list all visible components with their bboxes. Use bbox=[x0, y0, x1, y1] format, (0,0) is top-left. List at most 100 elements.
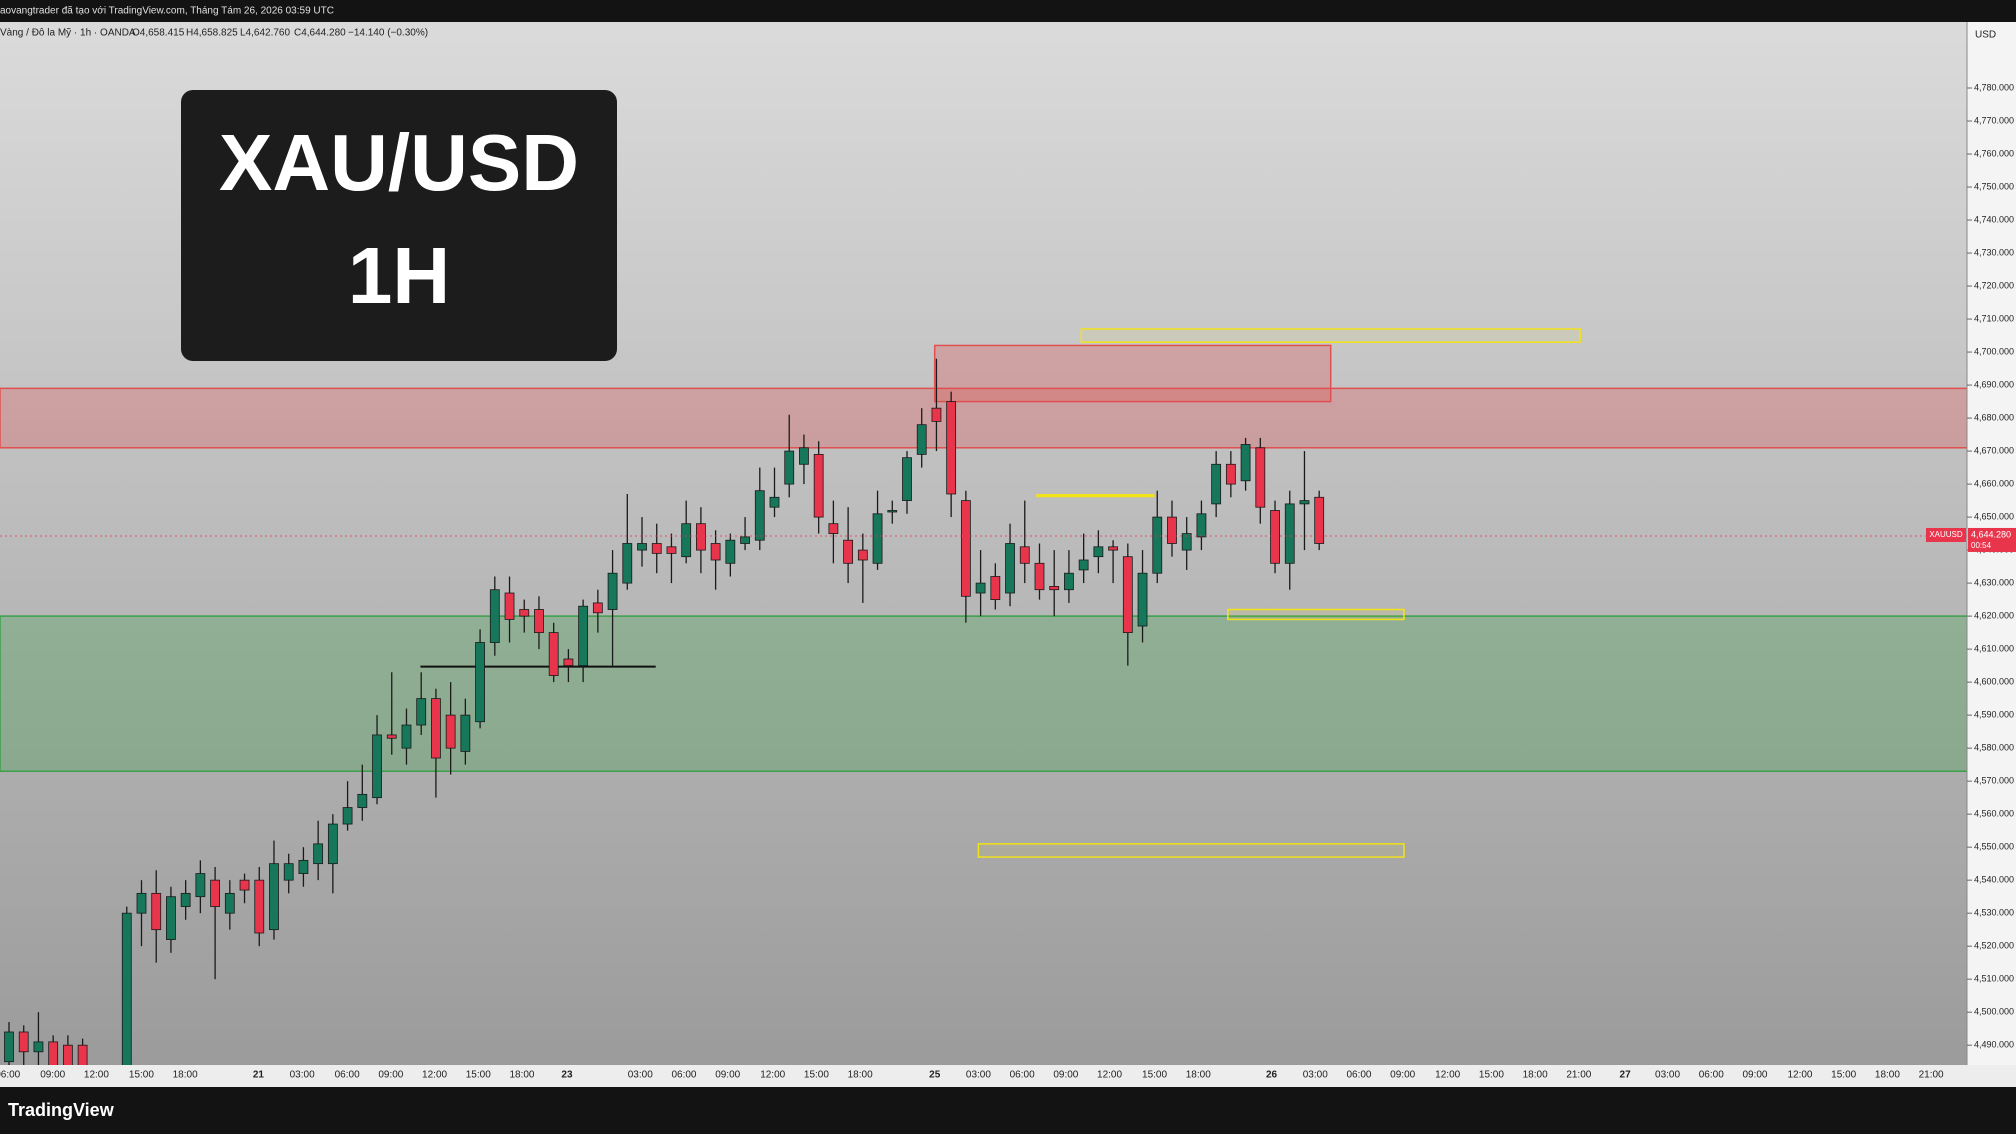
x-tick-label: 03:00 bbox=[1303, 1070, 1328, 1081]
candle-body bbox=[1034, 562, 1045, 591]
y-tick-label: 4,590.000 bbox=[1974, 710, 2014, 720]
candle-body bbox=[1225, 463, 1236, 485]
candle-body bbox=[1122, 556, 1133, 634]
candle-body bbox=[769, 496, 780, 508]
candle-body bbox=[1299, 500, 1310, 505]
candle-body bbox=[902, 457, 912, 501]
y-tick-label: 4,540.000 bbox=[1974, 875, 2014, 885]
x-tick-label: 09:00 bbox=[40, 1070, 65, 1081]
candle-body bbox=[195, 873, 206, 898]
candle-body bbox=[269, 863, 279, 931]
footer-brand: TradingView bbox=[8, 1100, 115, 1120]
candle-body bbox=[298, 859, 309, 874]
y-tick-label: 4,600.000 bbox=[1974, 677, 2014, 687]
candle-body bbox=[431, 698, 441, 759]
candle-body bbox=[1181, 533, 1192, 551]
x-tick-label: 12:00 bbox=[1097, 1070, 1122, 1081]
candle-body bbox=[681, 523, 692, 558]
x-tick-label: 18:00 bbox=[1186, 1070, 1211, 1081]
legend-change: −14.140 (−0.30%) bbox=[348, 28, 428, 39]
candle-body bbox=[33, 1041, 44, 1053]
candle-body bbox=[1167, 516, 1177, 544]
y-tick-label: 4,660.000 bbox=[1974, 478, 2014, 488]
y-tick-label: 4,720.000 bbox=[1974, 280, 2014, 290]
x-tick-label: 18:00 bbox=[1875, 1070, 1900, 1081]
candle-body bbox=[946, 401, 957, 495]
candle-body bbox=[695, 523, 706, 551]
y-tick-label: 4,730.000 bbox=[1974, 247, 2014, 257]
zone bbox=[420, 665, 656, 668]
candle-body bbox=[121, 912, 132, 1086]
candle-body bbox=[1270, 510, 1280, 564]
x-tick-label: 15:00 bbox=[129, 1070, 154, 1081]
y-tick-label: 4,490.000 bbox=[1974, 1040, 2014, 1050]
candle-body bbox=[725, 539, 736, 564]
candle-body bbox=[519, 609, 530, 617]
candle-body bbox=[4, 1031, 14, 1063]
zone bbox=[977, 843, 1405, 858]
candle-body bbox=[1137, 572, 1148, 627]
zone bbox=[0, 387, 2016, 449]
countdown-label: 00:54 bbox=[1971, 541, 1992, 550]
candle-body bbox=[1314, 496, 1325, 544]
last-price-tag: XAUUSD 4,644.280 00:54 bbox=[0, 527, 2016, 552]
y-tick-label: 4,750.000 bbox=[1974, 181, 2014, 191]
candle-body bbox=[578, 605, 589, 667]
candle-body bbox=[548, 632, 559, 676]
x-tick-label: 06:00 bbox=[1699, 1070, 1724, 1081]
x-tick-label: 21:00 bbox=[1566, 1070, 1591, 1081]
candle-body bbox=[18, 1031, 29, 1053]
zone bbox=[1080, 328, 1581, 343]
x-tick-label: 21:00 bbox=[1919, 1070, 1944, 1081]
candle-body bbox=[637, 543, 647, 551]
x-tick-label: 26 bbox=[1266, 1070, 1278, 1081]
y-tick-label: 4,740.000 bbox=[1974, 214, 2014, 224]
x-tick-label: 03:00 bbox=[1655, 1070, 1680, 1081]
candle-body bbox=[1049, 586, 1060, 591]
candle-body bbox=[931, 407, 942, 422]
candle-body bbox=[1284, 503, 1295, 564]
time-axis-bg bbox=[0, 1065, 2016, 1087]
x-tick-label: 03:00 bbox=[628, 1070, 653, 1081]
candle-body bbox=[1064, 572, 1074, 591]
candle-body bbox=[563, 658, 574, 667]
x-tick-label: 06:00 bbox=[0, 1070, 21, 1081]
title-box: XAU/USD 1H bbox=[181, 90, 617, 361]
x-tick-label: 09:00 bbox=[1390, 1070, 1415, 1081]
y-tick-label: 4,530.000 bbox=[1974, 908, 2014, 918]
x-tick-label: 18:00 bbox=[173, 1070, 198, 1081]
zones bbox=[0, 328, 2016, 858]
currency-label: USD bbox=[1975, 30, 1996, 41]
candle-body bbox=[799, 447, 809, 465]
x-tick-label: 09:00 bbox=[378, 1070, 403, 1081]
y-tick-label: 4,500.000 bbox=[1974, 1007, 2014, 1017]
footer-bar bbox=[0, 1087, 2016, 1134]
y-tick-label: 4,550.000 bbox=[1974, 842, 2014, 852]
y-tick-label: 4,760.000 bbox=[1974, 148, 2014, 158]
header-text: aovangtrader đã tạo với TradingView.com,… bbox=[0, 6, 334, 17]
candle-body bbox=[843, 539, 854, 564]
x-tick-label: 06:00 bbox=[671, 1070, 696, 1081]
candle-body bbox=[489, 589, 500, 643]
y-tick-label: 4,670.000 bbox=[1974, 445, 2014, 455]
title-timeframe: 1H bbox=[348, 231, 450, 320]
candle-body bbox=[401, 724, 412, 749]
price-tag-label: 4,644.280 bbox=[1971, 529, 2011, 539]
candle-body bbox=[342, 807, 353, 825]
candle-body bbox=[239, 879, 250, 891]
candle-body bbox=[754, 490, 765, 541]
price-tag bbox=[1968, 527, 2016, 552]
legend-open: O4,658.415 bbox=[132, 28, 185, 39]
legend-close: C4,644.280 bbox=[294, 28, 346, 39]
candle-body bbox=[1240, 444, 1251, 482]
candle-body bbox=[224, 892, 235, 914]
x-tick-label: 09:00 bbox=[1053, 1070, 1078, 1081]
x-tick-label: 12:00 bbox=[1787, 1070, 1812, 1081]
y-tick-label: 4,610.000 bbox=[1974, 643, 2014, 653]
candle-body bbox=[990, 576, 1001, 601]
x-tick-label: 27 bbox=[1620, 1070, 1632, 1081]
candle-body bbox=[254, 879, 265, 934]
title-symbol: XAU/USD bbox=[219, 118, 579, 207]
candle-body bbox=[872, 513, 883, 564]
